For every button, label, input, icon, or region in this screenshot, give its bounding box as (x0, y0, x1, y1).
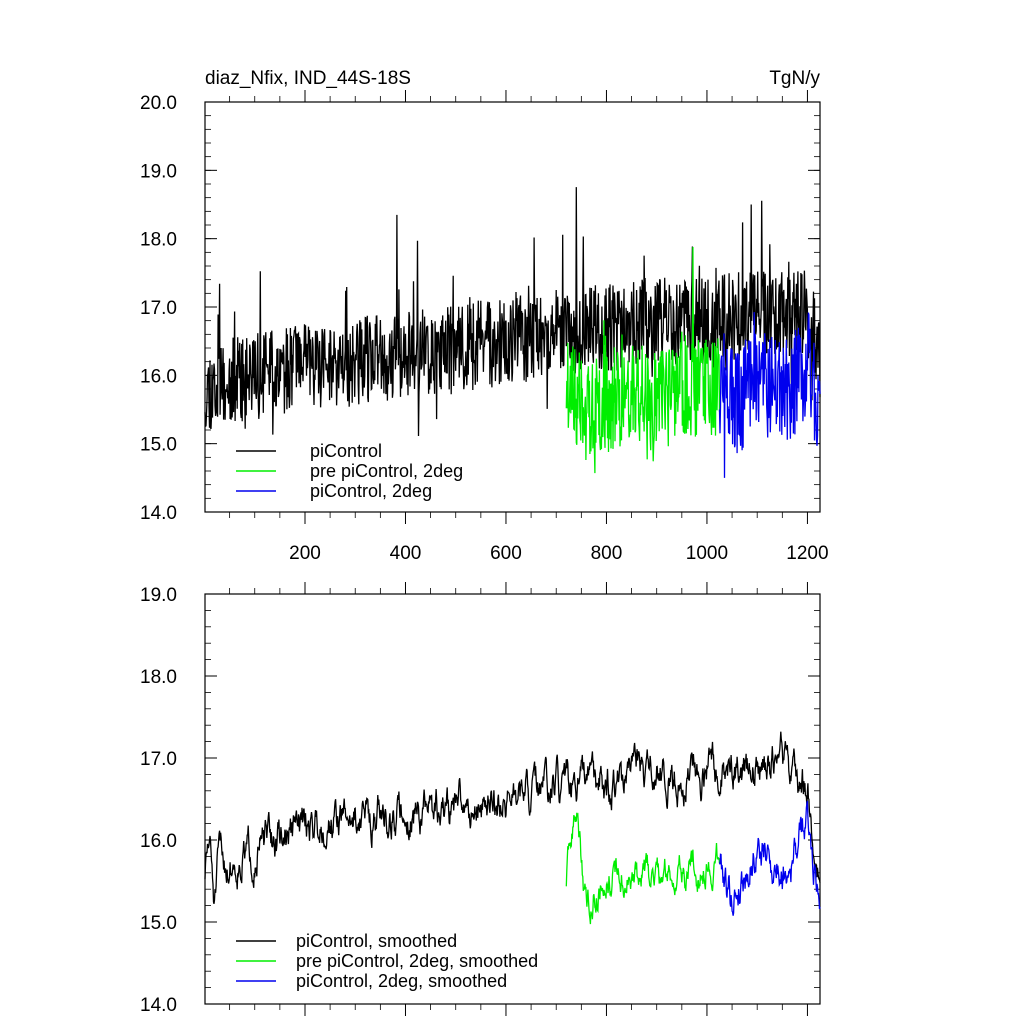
y-tick-label: 18.0 (140, 667, 177, 688)
legend-label-1: piControl, smoothed (296, 931, 457, 951)
x-tick-label: 200 (289, 543, 321, 564)
series-line-3 (718, 312, 821, 478)
legend-label-2: pre piControl, 2deg (310, 461, 463, 481)
y-tick-label: 17.0 (140, 298, 177, 319)
x-tick-label: 400 (390, 543, 422, 564)
y-tick-label: 14.0 (140, 503, 177, 524)
top-series-group (204, 187, 821, 478)
x-tick-label: 1200 (786, 543, 828, 564)
y-tick-label: 18.0 (140, 230, 177, 251)
series-line-1 (204, 731, 821, 904)
y-tick-label: 15.0 (140, 435, 177, 456)
bottom-series-group (204, 731, 821, 925)
legend-label-2: pre piControl, 2deg, smoothed (296, 951, 538, 971)
y-tick-label: 16.0 (140, 366, 177, 387)
top-chart-units: TgN/y (769, 68, 820, 89)
y-tick-label: 14.0 (140, 995, 177, 1016)
series-line-3 (718, 800, 821, 916)
y-tick-label: 16.0 (140, 831, 177, 852)
series-line-2 (565, 246, 721, 474)
legend-label-1: piControl (310, 441, 382, 461)
y-tick-label: 15.0 (140, 913, 177, 934)
top-chart-title: diaz_Nfix, IND_44S-18S (205, 68, 411, 89)
x-tick-label: 800 (591, 543, 623, 564)
y-tick-label: 19.0 (140, 585, 177, 606)
bottom-axis-ticks: 14.0 15.0 16.0 17.0 18.0 19.0 (140, 582, 820, 1016)
y-tick-label: 17.0 (140, 749, 177, 770)
series-line-2 (565, 812, 721, 925)
x-tick-label: 600 (490, 543, 522, 564)
bottom-plot-frame (204, 593, 821, 1005)
legend-label-3: piControl, 2deg (310, 481, 432, 501)
x-tick-label: 1000 (686, 543, 728, 564)
legend-label-3: piControl, 2deg, smoothed (296, 971, 507, 991)
y-tick-label: 20.0 (140, 93, 177, 114)
y-tick-label: 19.0 (140, 161, 177, 182)
top-axis-ticks: 14.0 15.0 16.0 17.0 18.0 19.0 20.0 200 400 600 800… (140, 90, 829, 564)
